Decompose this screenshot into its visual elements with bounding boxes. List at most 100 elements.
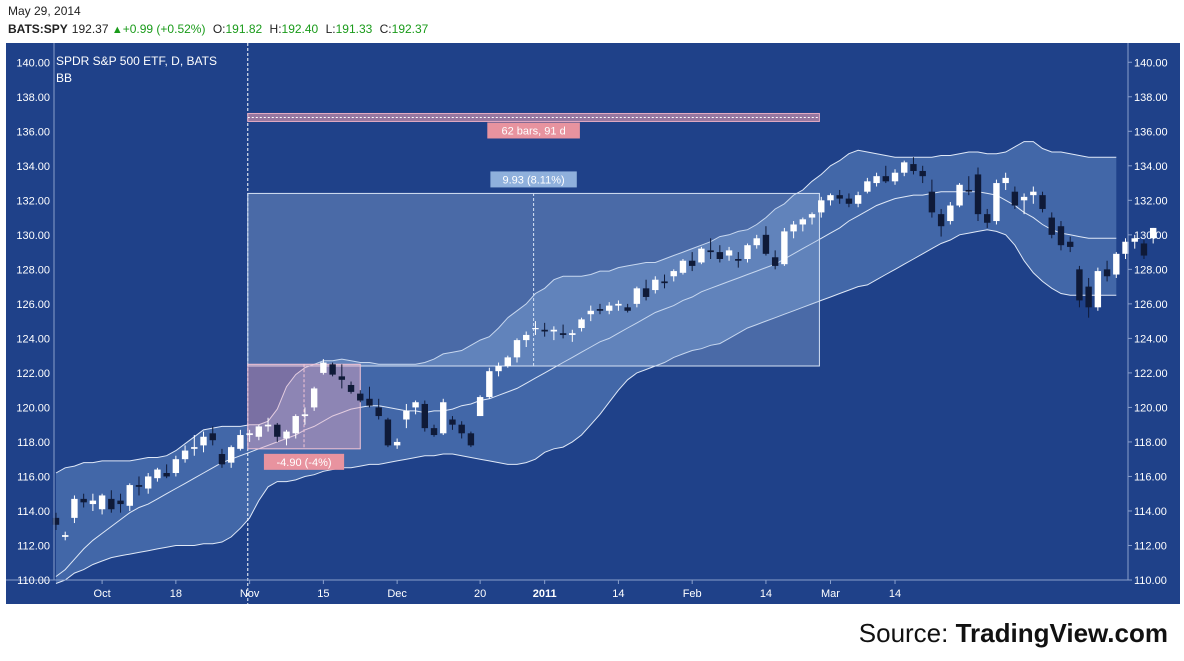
candle-body: [624, 307, 631, 311]
y-tick-label-right: 110.00: [1134, 575, 1167, 587]
candle-body: [1020, 196, 1028, 201]
bb-lower-line: [55, 229, 1117, 584]
bars-count-label-bg: [487, 122, 580, 139]
candle-body: [799, 219, 807, 225]
bb-upper-line: [55, 141, 1117, 474]
x-tick-label: Mar: [821, 588, 840, 600]
y-tick-label-right: 134.00: [1134, 161, 1168, 173]
candle-body: [670, 271, 677, 277]
y-tick-label-right: 126.00: [1134, 299, 1168, 311]
bollinger-bands: [55, 141, 1117, 584]
candle-body: [1149, 227, 1157, 239]
y-tick-label-left: 134.00: [16, 161, 50, 173]
loss-label-bg: [263, 453, 345, 470]
candle-body: [523, 334, 530, 341]
candle-body: [1131, 238, 1138, 242]
y-tick-label-left: 122.00: [16, 368, 50, 380]
candle-body: [283, 431, 290, 439]
gain-label-bg: [490, 171, 577, 188]
y-tick-label-left: 110.00: [17, 575, 50, 587]
candle-body: [154, 469, 161, 479]
candle-body: [891, 172, 899, 182]
y-tick-label-left: 116.00: [17, 471, 50, 483]
candle-body: [237, 435, 244, 449]
header-symbol: BATS:SPY: [8, 22, 68, 36]
candle-body: [191, 447, 198, 449]
candle-body: [910, 164, 917, 171]
candle-body: [246, 433, 253, 436]
y-tick-label-right: 136.00: [1134, 126, 1168, 138]
candle-body: [698, 248, 705, 263]
candle-body: [901, 162, 908, 173]
candle-body: [163, 473, 170, 477]
open-value: 191.82: [225, 22, 263, 36]
candlestick-chart[interactable]: 62 bars, 91 d 9.93 (8.11%) -4.90 (-4%) 110…: [6, 43, 1180, 604]
indicator-label: BB: [56, 71, 72, 85]
candle-body: [688, 260, 696, 266]
candle-body: [596, 309, 604, 311]
candle-body: [1085, 286, 1092, 308]
y-tick-label-right: 120.00: [1134, 402, 1168, 414]
candle-body: [80, 498, 87, 503]
candle-body: [227, 447, 235, 463]
candle-body: [1002, 177, 1009, 184]
loss-label: -4.90 (-4%): [277, 457, 332, 469]
candle-body: [781, 231, 788, 265]
candle-body: [117, 500, 124, 505]
candle-body: [845, 198, 853, 204]
candle-body: [1076, 269, 1083, 301]
candle-body: [725, 250, 733, 256]
candle-body: [449, 419, 456, 425]
candle-body: [301, 414, 309, 417]
y-tick-label-right: 140.00: [1134, 57, 1168, 69]
candle-body: [347, 384, 355, 392]
candle-body: [357, 393, 364, 401]
source-credit: Source: TradingView.com: [858, 618, 1168, 648]
candle-body: [71, 498, 78, 518]
y-tick-label-right: 116.00: [1134, 471, 1167, 483]
y-tick-label-right: 114.00: [1134, 506, 1167, 518]
candle-body: [1048, 217, 1055, 235]
candle-body: [974, 174, 982, 215]
measure-labels: 62 bars, 91 d 9.93 (8.11%) -4.90 (-4%): [263, 122, 580, 470]
y-tick-label-left: 124.00: [16, 333, 50, 345]
y-tick-label-right: 124.00: [1134, 333, 1168, 345]
header-last: 192.37: [71, 22, 109, 36]
y-tick-label-left: 114.00: [17, 506, 50, 518]
candle-body: [338, 376, 346, 380]
y-tick-label-right: 112.00: [1134, 540, 1167, 552]
candle-body: [108, 498, 115, 510]
axes: 110.00 110.00 112.00 112.00 114.00 114.00 116.…: [6, 43, 1168, 600]
chart-legend-title: SPDR S&P 500 ETF, D, BATS: [56, 54, 217, 68]
candle-body: [1094, 271, 1102, 308]
candle-body: [274, 424, 281, 437]
candle-body: [384, 419, 392, 446]
x-tick-label: Nov: [240, 588, 260, 600]
candle-body: [310, 388, 318, 408]
candle-body: [707, 250, 714, 253]
candle-body: [255, 426, 263, 437]
candle-body: [403, 410, 410, 420]
measure-overlays: [247, 43, 820, 604]
candle-body: [172, 459, 180, 473]
candle-body: [1122, 241, 1129, 254]
candle-body: [329, 364, 336, 375]
candle-body: [421, 403, 428, 429]
candle-body: [928, 191, 936, 213]
candle-body: [1140, 243, 1148, 256]
x-tick-label: Dec: [387, 588, 407, 600]
candle-body: [218, 454, 226, 465]
y-tick-label-left: 140.00: [16, 57, 50, 69]
candle-body: [993, 183, 1000, 222]
candle-body: [854, 195, 862, 204]
candle-body: [808, 214, 816, 218]
candle-body: [836, 195, 843, 199]
candle-body: [771, 257, 779, 266]
high-label: H:: [269, 22, 282, 36]
candle-body: [1057, 226, 1065, 246]
open-label: O:: [212, 22, 226, 36]
gain-label: 9.93 (8.11%): [503, 174, 565, 186]
candle-body: [790, 224, 797, 232]
candle-body: [1103, 269, 1111, 277]
x-tick-label: 15: [317, 588, 329, 600]
